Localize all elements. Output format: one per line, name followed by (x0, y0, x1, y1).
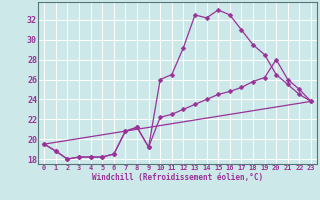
X-axis label: Windchill (Refroidissement éolien,°C): Windchill (Refroidissement éolien,°C) (92, 173, 263, 182)
